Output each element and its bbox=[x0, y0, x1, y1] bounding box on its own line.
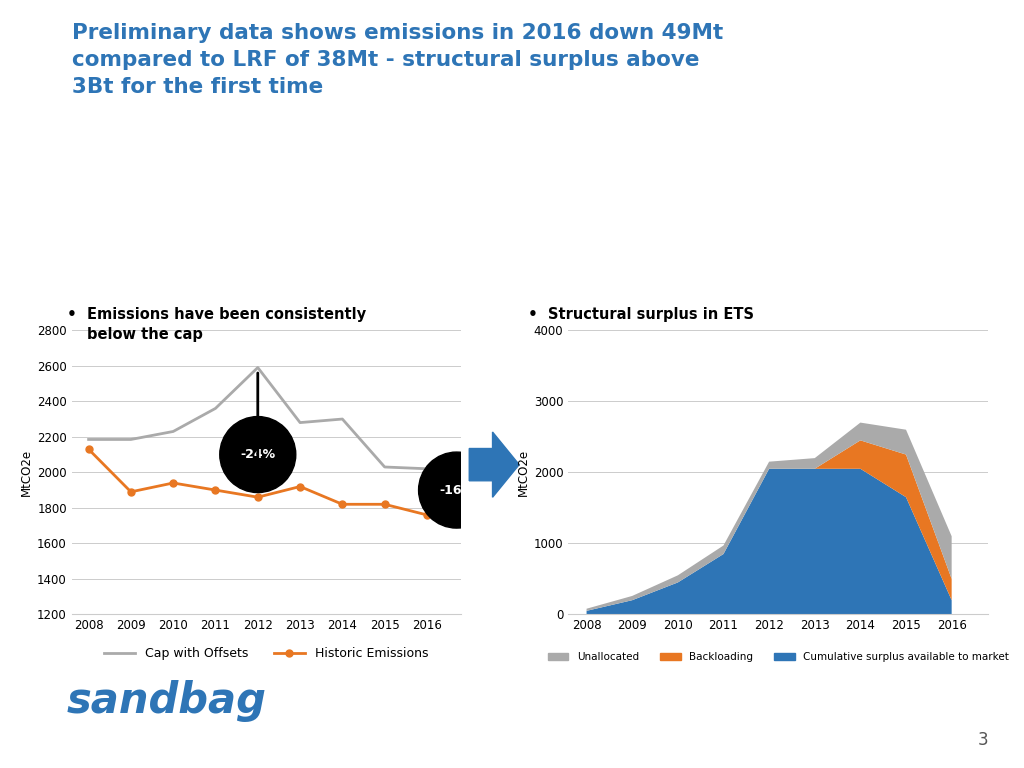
Text: 3: 3 bbox=[978, 731, 988, 749]
Y-axis label: MtCO2e: MtCO2e bbox=[517, 449, 529, 496]
FancyArrow shape bbox=[469, 432, 519, 498]
Text: -24%: -24% bbox=[241, 448, 275, 461]
Text: Preliminary data shows emissions in 2016 down 49Mt
compared to LRF of 38Mt - str: Preliminary data shows emissions in 2016… bbox=[72, 23, 723, 98]
Text: sandbag: sandbag bbox=[67, 680, 266, 722]
Ellipse shape bbox=[220, 416, 296, 492]
Legend: Cap with Offsets, Historic Emissions: Cap with Offsets, Historic Emissions bbox=[99, 642, 433, 665]
Text: •: • bbox=[527, 307, 538, 323]
Y-axis label: MtCO2e: MtCO2e bbox=[19, 449, 33, 496]
Text: •: • bbox=[67, 307, 77, 323]
Text: -16%: -16% bbox=[439, 484, 474, 497]
Text: Emissions have been consistently
below the cap: Emissions have been consistently below t… bbox=[87, 307, 367, 342]
Ellipse shape bbox=[419, 452, 495, 528]
Legend: Unallocated, Backloading, Cumulative surplus available to market: Unallocated, Backloading, Cumulative sur… bbox=[544, 647, 1013, 666]
Text: Structural surplus in ETS: Structural surplus in ETS bbox=[548, 307, 754, 323]
